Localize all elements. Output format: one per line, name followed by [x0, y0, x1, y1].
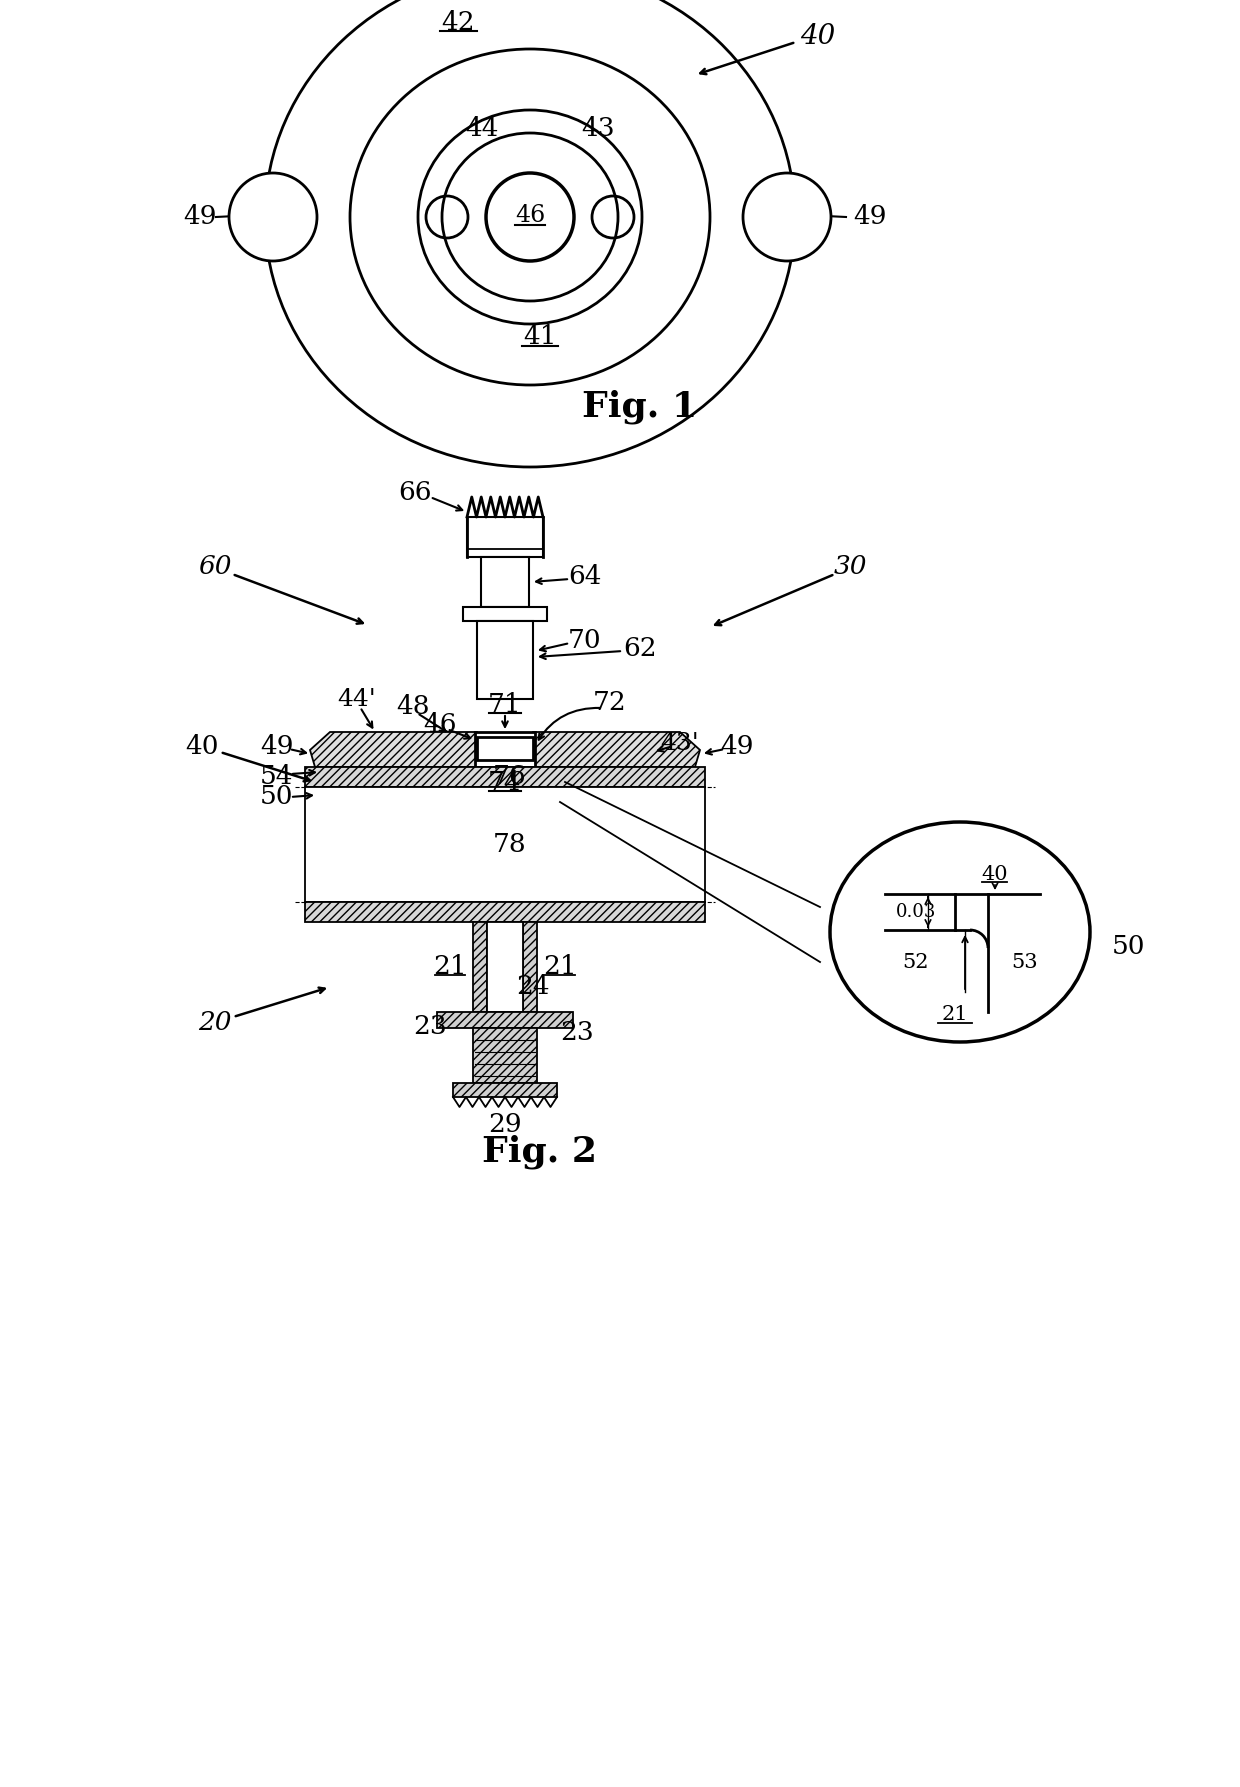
Circle shape	[743, 173, 831, 261]
Text: 40: 40	[185, 734, 218, 759]
Bar	[436, 1011, 573, 1028]
Ellipse shape	[830, 822, 1090, 1042]
Text: Fig. 1: Fig. 1	[583, 390, 698, 424]
Bar	[467, 516, 543, 558]
Text: 43': 43'	[661, 733, 699, 756]
Text: 41: 41	[523, 325, 557, 350]
Bar	[472, 1028, 537, 1083]
Text: 74: 74	[489, 770, 522, 795]
Text: 0.03: 0.03	[895, 902, 936, 920]
Bar	[481, 558, 529, 608]
Text: 46: 46	[515, 204, 546, 227]
Bar	[477, 767, 533, 802]
Text: 43: 43	[582, 116, 615, 141]
Circle shape	[229, 173, 317, 261]
Text: 53: 53	[1012, 952, 1038, 972]
Text: 70: 70	[568, 629, 601, 654]
Text: 20: 20	[198, 1010, 232, 1035]
Text: 21: 21	[433, 954, 466, 979]
Bar	[475, 733, 534, 767]
Bar	[463, 608, 547, 622]
Text: 30: 30	[833, 554, 867, 579]
Text: 21: 21	[941, 1004, 968, 1024]
Bar	[487, 922, 523, 1011]
Text: 48: 48	[397, 695, 430, 720]
Text: 52: 52	[901, 952, 929, 972]
Bar	[305, 786, 706, 902]
Text: Fig. 2: Fig. 2	[482, 1135, 598, 1169]
Text: 71: 71	[489, 692, 522, 717]
Text: 60: 60	[198, 554, 232, 579]
Text: 44: 44	[465, 116, 498, 141]
Polygon shape	[533, 733, 701, 767]
Bar	[477, 622, 533, 699]
Bar	[523, 922, 537, 1011]
Bar	[472, 922, 487, 1011]
Text: 78: 78	[494, 833, 527, 858]
Text: 62: 62	[624, 636, 657, 661]
Text: 49: 49	[720, 734, 754, 759]
Text: 64: 64	[568, 565, 601, 590]
Text: 24: 24	[516, 974, 549, 999]
Text: 46: 46	[423, 711, 456, 736]
Text: 50: 50	[260, 784, 294, 810]
Text: 66: 66	[398, 479, 432, 504]
Text: 40: 40	[982, 865, 1008, 883]
Text: 23: 23	[413, 1015, 446, 1040]
Text: 40: 40	[800, 23, 836, 50]
Text: 76: 76	[494, 765, 527, 790]
Text: 49: 49	[853, 204, 887, 229]
Text: 49: 49	[260, 734, 294, 759]
Bar	[477, 736, 533, 759]
Text: 50: 50	[1111, 935, 1145, 960]
Text: 49: 49	[184, 204, 217, 229]
Text: 42: 42	[441, 9, 475, 34]
Text: 29: 29	[489, 1113, 522, 1138]
Bar	[453, 1083, 557, 1097]
Bar	[305, 767, 706, 786]
Text: 44': 44'	[337, 688, 377, 711]
Text: 54: 54	[260, 765, 294, 790]
Text: 21: 21	[543, 954, 577, 979]
Polygon shape	[310, 733, 477, 767]
Text: 72: 72	[593, 690, 627, 715]
Text: 23: 23	[560, 1020, 594, 1044]
Bar	[305, 902, 706, 922]
